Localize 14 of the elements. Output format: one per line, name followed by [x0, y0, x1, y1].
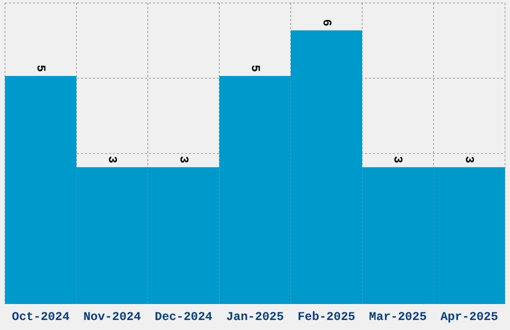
data-label: 3 [390, 156, 405, 164]
x-tick-label: Dec-2024 [154, 310, 212, 324]
x-tick-label: Nov-2024 [83, 310, 141, 324]
data-label: 6 [319, 19, 334, 26]
x-tick-label: Jan-2025 [226, 310, 284, 324]
data-label: 5 [248, 64, 262, 72]
x-tick-label: Oct-2024 [12, 310, 70, 324]
x-tick-label: Mar-2025 [369, 310, 427, 324]
data-label: 3 [104, 156, 119, 164]
data-label: 3 [462, 156, 476, 164]
x-tick-label: Apr-2025 [440, 310, 498, 324]
data-label: 3 [176, 156, 190, 164]
x-tick-label: Feb-2025 [298, 310, 356, 324]
data-label: 5 [34, 64, 48, 72]
